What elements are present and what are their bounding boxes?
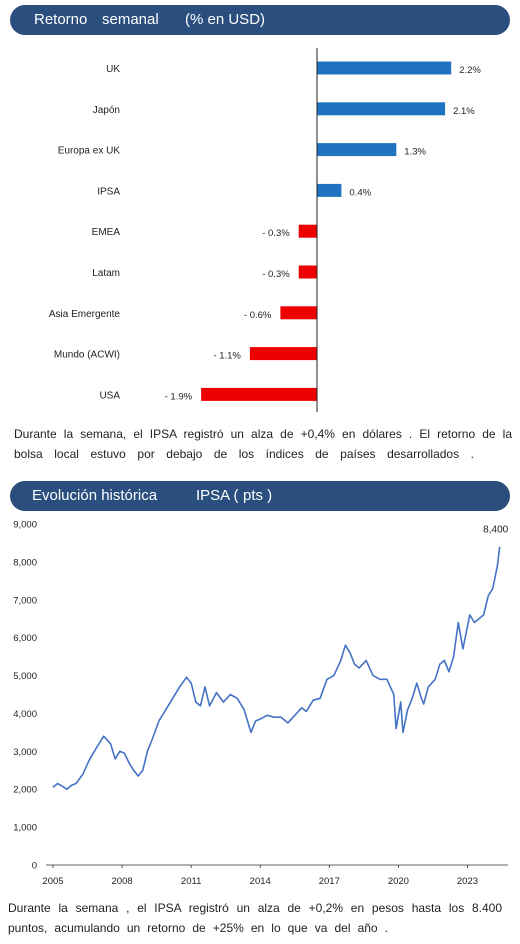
historical-ipsa-line-chart: 0 1,000 2,000 3,000 4,000 5,000 6,000 7,000 8,00… (13, 520, 508, 888)
category-label: Latam (92, 268, 120, 279)
y-tick-label: 9,000 (13, 520, 37, 531)
x-tick-label: 2014 (250, 876, 271, 887)
category-label: EMEA (92, 227, 121, 238)
y-tick-label: 1,000 (13, 823, 37, 834)
data-label: 2.2% (459, 65, 481, 76)
x-tick-label: 2020 (388, 876, 409, 887)
historical-ipsa-title-2: IPSA ( (196, 487, 239, 504)
historical-ipsa-commentary-line-1: Durante la semana , el IPSA registró un … (8, 901, 502, 915)
x-tick-label: 2017 (319, 876, 340, 887)
bar-Asia Emergente (280, 306, 317, 320)
weekly-return-commentary: Durante la semana, el IPSA registró un a… (14, 424, 512, 464)
historical-ipsa-title-3: pts ) (243, 487, 273, 504)
x-tick-label: 2023 (457, 876, 478, 887)
y-tick-label: 4,000 (13, 709, 37, 720)
category-label: Asia Emergente (49, 309, 121, 320)
data-label: - 1.1% (213, 351, 241, 362)
bar-Mundo (ACWI) (249, 347, 317, 361)
bar-UK (317, 61, 452, 75)
historical-ipsa-banner: Evolución histórica IPSA ( pts ) (10, 481, 510, 511)
y-tick-label: 2,000 (13, 785, 37, 796)
data-label: - 0.3% (262, 228, 290, 239)
category-label: Japón (93, 105, 120, 116)
y-tick-label: 7,000 (13, 595, 37, 606)
x-tick-label: 2008 (112, 876, 133, 887)
weekly-return-commentary-line-1: Durante la semana, el IPSA registró un a… (14, 427, 512, 441)
data-label: 2.1% (453, 106, 475, 117)
weekly-return-title-3: (% en USD) (185, 11, 266, 28)
bar-Latam (298, 265, 317, 279)
data-label: - 0.6% (244, 310, 272, 321)
x-tick-label: 2011 (181, 876, 201, 887)
y-tick-label: 8,000 (13, 557, 37, 568)
historical-ipsa-commentary-line-2: puntos, acumulando un retorno de +25% en… (8, 921, 388, 935)
historical-ipsa-commentary: Durante la semana , el IPSA registró un … (8, 898, 502, 938)
historical-ipsa-title-1: Evolución histórica (32, 487, 158, 504)
weekly-return-title-1: Retorno (34, 11, 88, 28)
category-label: Europa ex UK (58, 146, 121, 157)
weekly-return-commentary-line-2: bolsa local estuvo por debajo de los índ… (14, 447, 474, 461)
data-label: - 1.9% (165, 391, 193, 402)
y-tick-label: 3,000 (13, 747, 37, 758)
category-label: Mundo (ACWI) (54, 350, 120, 361)
data-label: - 0.3% (262, 269, 290, 280)
ipsa-series-line (52, 546, 501, 791)
data-label: 1.3% (404, 147, 426, 158)
bar-Japón (317, 102, 446, 116)
y-tick-label: 0 (32, 861, 37, 872)
end-value-label: 8,400 (483, 525, 508, 536)
category-label: USA (99, 390, 120, 401)
y-tick-label: 6,000 (13, 633, 37, 644)
x-tick-label: 2005 (42, 876, 63, 887)
category-label: UK (106, 64, 120, 75)
category-label: IPSA (97, 186, 120, 197)
data-label: 0.4% (349, 187, 371, 198)
bar-Europa ex UK (317, 143, 397, 157)
weekly-return-banner: Retorno semanal (% en USD) (10, 5, 510, 35)
bar-IPSA (317, 183, 342, 197)
bar-EMEA (298, 224, 317, 238)
weekly-return-title-2: semanal (102, 11, 159, 28)
y-tick-label: 5,000 (13, 671, 37, 682)
bar-USA (201, 387, 317, 401)
weekly-return-bar-chart: UK 2.2% Japón 2.1% Europa ex UK 1.3% IPSA 0.4% E… (49, 48, 481, 412)
